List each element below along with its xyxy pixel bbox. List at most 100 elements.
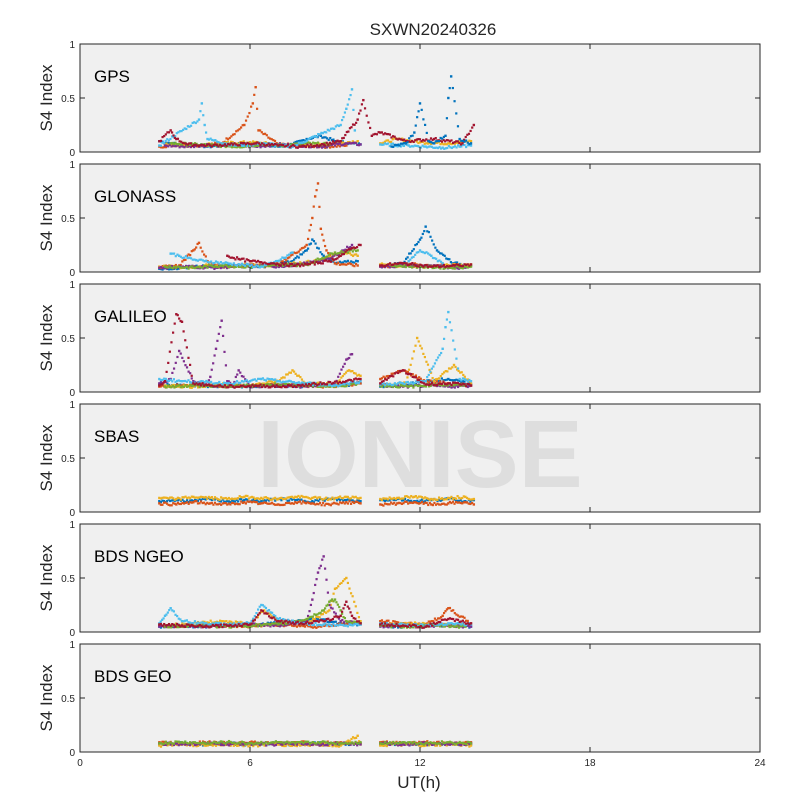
data-point [212, 139, 215, 142]
data-point [225, 620, 228, 623]
data-point [181, 496, 184, 499]
data-point [299, 253, 302, 256]
data-point [203, 501, 206, 504]
data-point [416, 265, 419, 268]
data-point [270, 380, 274, 383]
data-point [220, 496, 223, 499]
data-point [262, 143, 265, 146]
data-point [186, 499, 189, 502]
data-point [176, 137, 180, 140]
data-point [317, 260, 320, 263]
data-point [436, 617, 440, 620]
data-point [214, 385, 217, 388]
data-point [158, 144, 161, 147]
data-point [173, 502, 176, 505]
data-point [189, 145, 193, 149]
data-point [348, 356, 351, 360]
data-point [440, 142, 444, 145]
data-point [285, 384, 288, 387]
data-point [419, 495, 422, 498]
data-point [190, 266, 193, 269]
data-point [469, 382, 473, 385]
data-point [319, 227, 323, 230]
data-point [409, 372, 413, 376]
data-point [443, 385, 447, 388]
data-point [441, 502, 444, 506]
data-point [275, 503, 278, 506]
data-point [435, 249, 439, 252]
data-point [312, 496, 315, 499]
data-point [401, 138, 404, 142]
data-point [393, 498, 396, 502]
data-point [231, 385, 235, 388]
data-point [313, 263, 316, 266]
data-point [185, 346, 188, 349]
data-point [409, 258, 412, 261]
data-point [349, 353, 352, 356]
data-point [176, 253, 179, 256]
data-point [422, 118, 425, 121]
data-point [462, 495, 465, 498]
data-point [444, 134, 447, 137]
data-point [458, 377, 461, 381]
data-point [266, 377, 269, 380]
data-point [250, 260, 253, 263]
data-point [450, 495, 453, 498]
data-point [418, 376, 421, 379]
data-point [292, 502, 295, 505]
data-point [198, 258, 201, 261]
data-point [203, 260, 206, 263]
data-point [200, 622, 203, 626]
data-point [441, 347, 444, 350]
data-point [313, 261, 316, 264]
data-point [267, 497, 271, 500]
data-point [172, 367, 176, 370]
data-point [263, 378, 266, 381]
data-point [349, 379, 353, 382]
data-point [321, 384, 324, 387]
data-point [349, 502, 353, 505]
data-point [212, 497, 215, 501]
data-point [161, 135, 164, 139]
data-point [330, 382, 333, 385]
data-point [409, 265, 412, 268]
data-point [299, 139, 302, 142]
data-point [396, 386, 399, 389]
data-point [431, 503, 434, 507]
data-point [308, 263, 312, 266]
data-point [420, 347, 423, 350]
data-point [283, 261, 286, 264]
data-point [207, 384, 211, 388]
data-point [164, 501, 167, 504]
data-point [198, 502, 201, 505]
data-point [286, 373, 289, 376]
data-point [349, 592, 353, 595]
data-point [261, 145, 264, 148]
data-point [201, 495, 204, 499]
panel-label: SBAS [94, 427, 139, 446]
data-point [253, 259, 256, 262]
data-point [163, 144, 167, 147]
data-point [343, 495, 346, 498]
data-point [229, 498, 232, 501]
data-point [185, 383, 188, 387]
data-point [334, 140, 338, 143]
data-point [456, 141, 460, 145]
data-point [413, 382, 416, 385]
data-point [408, 382, 411, 385]
data-point [264, 501, 268, 504]
data-point [218, 264, 222, 267]
data-point [391, 497, 394, 500]
data-point [315, 617, 318, 620]
data-point [161, 384, 164, 387]
data-point [406, 380, 409, 384]
data-point [340, 263, 343, 266]
data-point [245, 379, 248, 382]
data-point [170, 143, 173, 147]
data-point [210, 498, 213, 502]
data-point [311, 216, 314, 220]
data-point [260, 384, 263, 387]
data-point [244, 498, 247, 501]
data-point [271, 501, 274, 504]
data-point [207, 264, 211, 267]
